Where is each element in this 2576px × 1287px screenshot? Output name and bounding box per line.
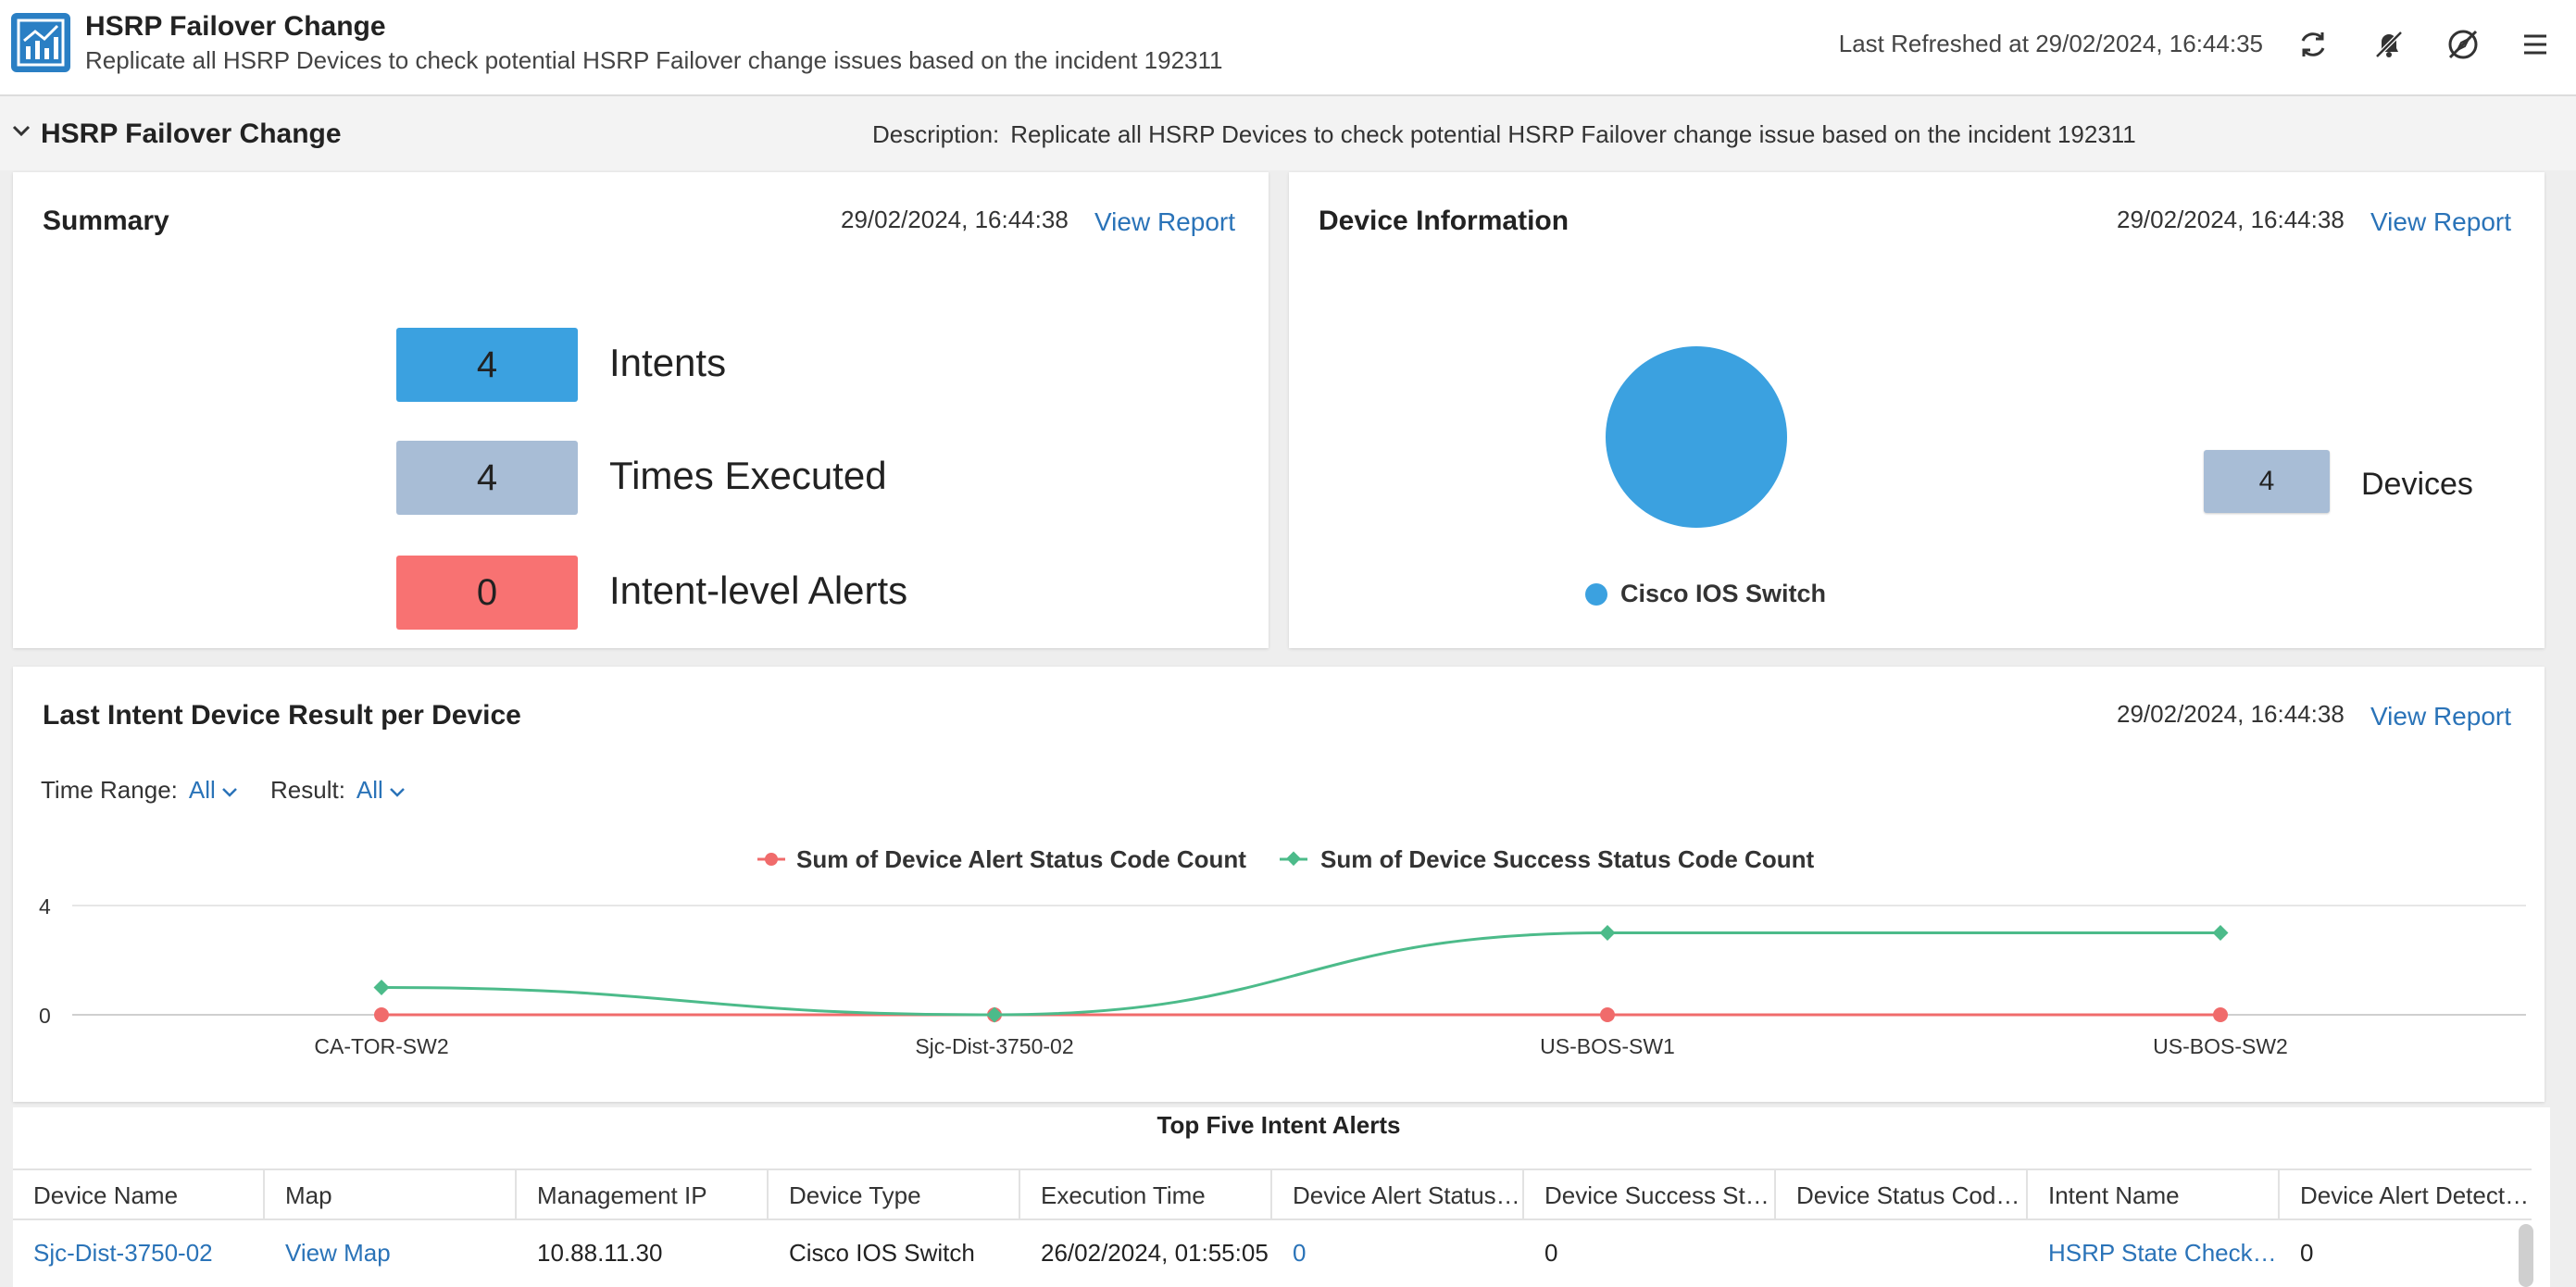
legend-label-success[interactable]: Sum of Device Success Status Code Count [1320, 845, 1814, 873]
intent-alerts-count-badge: 0 [396, 556, 578, 630]
column-header-device-type[interactable]: Device Type [769, 1170, 1020, 1218]
chart-logo-icon [11, 13, 70, 72]
success-point-US-BOS-SW1[interactable] [1599, 925, 1616, 941]
column-header-map[interactable]: Map [265, 1170, 517, 1218]
top-alerts-title: Top Five Intent Alerts [1157, 1111, 1401, 1139]
legend-marker-success [1286, 851, 1301, 867]
device-information-timestamp: 29/02/2024, 16:44:38 [2117, 206, 2345, 233]
table-row[interactable]: Sjc-Dist-3750-02 View Map 10.88.11.30 Ci… [13, 1222, 2532, 1287]
times-executed-label: Times Executed [609, 454, 887, 497]
success-point-US-BOS-SW2[interactable] [2212, 925, 2229, 941]
last-refreshed-label: Last Refreshed at [1838, 30, 2029, 57]
last-intent-title: Last Intent Device Result per Device [43, 700, 521, 731]
intent-alerts-label: Intent-level Alerts [609, 569, 908, 612]
last-intent-card: Last Intent Device Result per Device 29/… [13, 667, 2545, 1102]
management-ip-cell: 10.88.11.30 [537, 1239, 663, 1267]
device-type-pie-chart [1606, 346, 1787, 528]
result-filter[interactable]: Result: All [270, 776, 406, 806]
summary-timestamp: 29/02/2024, 16:44:38 [841, 206, 1069, 233]
description-text: Replicate all HSRP Devices to check pote… [1010, 120, 2136, 148]
x-tick-label: US-BOS-SW1 [1540, 1034, 1675, 1058]
summary-card: Summary 29/02/2024, 16:44:38 View Report… [13, 172, 1269, 648]
y-tick-label: 4 [39, 894, 51, 918]
column-header-alert-status[interactable]: Device Alert Status C... [1272, 1170, 1524, 1218]
result-label: Result: [270, 776, 345, 804]
x-tick-label: Sjc-Dist-3750-02 [915, 1034, 1073, 1058]
column-header-management-ip[interactable]: Management IP [517, 1170, 769, 1218]
time-range-label: Time Range: [41, 776, 178, 804]
chevron-down-icon[interactable] [11, 120, 31, 145]
x-tick-label: CA-TOR-SW2 [314, 1034, 448, 1058]
status-code-cell [1776, 1222, 2028, 1287]
column-header-device-name[interactable]: Device Name [13, 1170, 265, 1218]
column-header-success-status[interactable]: Device Success Stat... [1524, 1170, 1776, 1218]
device-result-line-chart: Sum of Device Alert Status Code Count Su… [39, 845, 2526, 1058]
alert-point-US-BOS-SW2[interactable] [2213, 1007, 2228, 1022]
bell-off-icon[interactable] [2367, 22, 2411, 67]
column-header-execution-time[interactable]: Execution Time [1020, 1170, 1272, 1218]
times-executed-count-badge: 4 [396, 441, 578, 515]
execution-time-cell: 26/02/2024, 01:55:05 [1041, 1239, 1269, 1267]
section-description: Description: Replicate all HSRP Devices t… [872, 120, 2136, 149]
column-header-intent-name[interactable]: Intent Name [2028, 1170, 2280, 1218]
last-refreshed-time: 29/02/2024, 16:44:35 [2035, 30, 2263, 57]
table-scrollbar[interactable] [2519, 1224, 2533, 1287]
devices-label: Devices [2361, 467, 2473, 502]
section-bar [0, 96, 2576, 170]
time-range-value[interactable]: All [188, 776, 216, 804]
pie-slice-cisco-ios-switch[interactable] [1606, 346, 1787, 528]
compass-off-icon[interactable] [2441, 22, 2485, 67]
legend-label-alert[interactable]: Sum of Device Alert Status Code Count [796, 845, 1246, 873]
success-series-line [381, 931, 2220, 1017]
app-header: HSRP Failover Change Replicate all HSRP … [0, 0, 2576, 96]
device-name-link[interactable]: Sjc-Dist-3750-02 [33, 1239, 213, 1267]
table-header: Device Name Map Management IP Device Typ… [13, 1168, 2532, 1220]
result-value[interactable]: All [356, 776, 383, 804]
intents-count-badge: 4 [396, 328, 578, 402]
column-header-alert-detection[interactable]: Device Alert Detection [2300, 1181, 2532, 1209]
alert-point-US-BOS-SW1[interactable] [1600, 1007, 1615, 1022]
x-tick-label: US-BOS-SW2 [2153, 1034, 2288, 1058]
device-information-title: Device Information [1319, 206, 1569, 236]
alert-point-CA-TOR-SW2[interactable] [374, 1007, 389, 1022]
legend-dot-icon [1585, 582, 1607, 606]
pie-legend[interactable]: Cisco IOS Switch [1585, 580, 1826, 608]
device-information-view-report-link[interactable]: View Report [2370, 207, 2512, 236]
device-information-card: Device Information 29/02/2024, 16:44:38 … [1289, 172, 2545, 648]
column-header-status-code[interactable]: Device Status Code ... [1776, 1170, 2028, 1218]
alert-detection-cell: 0 [2300, 1239, 2314, 1267]
summary-view-report-link[interactable]: View Report [1094, 207, 1236, 236]
pie-legend-label: Cisco IOS Switch [1620, 580, 1827, 607]
last-refreshed: Last Refreshed at 29/02/2024, 16:44:35 [1839, 30, 2263, 58]
y-tick-label: 0 [39, 1004, 51, 1028]
page-title: HSRP Failover Change [85, 11, 386, 42]
success-point-CA-TOR-SW2[interactable] [373, 980, 390, 995]
chevron-down-icon[interactable] [389, 778, 406, 806]
page-subtitle: Replicate all HSRP Devices to check pote… [85, 46, 1223, 74]
devices-count-badge: 4 [2204, 450, 2330, 513]
chart-legend: Sum of Device Alert Status Code Count Su… [757, 845, 1814, 873]
alert-status-link[interactable]: 0 [1293, 1239, 1307, 1267]
intent-name-link[interactable]: HSRP State Check_Sj... [2048, 1239, 2280, 1267]
view-map-link[interactable]: View Map [285, 1239, 391, 1267]
legend-marker-alert [765, 853, 778, 866]
description-label: Description: [872, 120, 1000, 148]
success-status-cell: 0 [1544, 1239, 1558, 1267]
last-intent-timestamp: 29/02/2024, 16:44:38 [2117, 700, 2345, 728]
refresh-icon[interactable] [2291, 22, 2335, 67]
section-title[interactable]: HSRP Failover Change [41, 119, 342, 149]
last-intent-view-report-link[interactable]: View Report [2370, 702, 2512, 731]
intents-label: Intents [609, 341, 727, 384]
success-point-Sjc-Dist-3750-02[interactable] [986, 1006, 1003, 1023]
summary-title: Summary [43, 206, 169, 236]
time-range-filter[interactable]: Time Range: All [41, 776, 238, 806]
menu-icon[interactable] [2513, 22, 2557, 67]
chevron-down-icon[interactable] [221, 778, 238, 806]
device-type-cell: Cisco IOS Switch [789, 1239, 975, 1267]
